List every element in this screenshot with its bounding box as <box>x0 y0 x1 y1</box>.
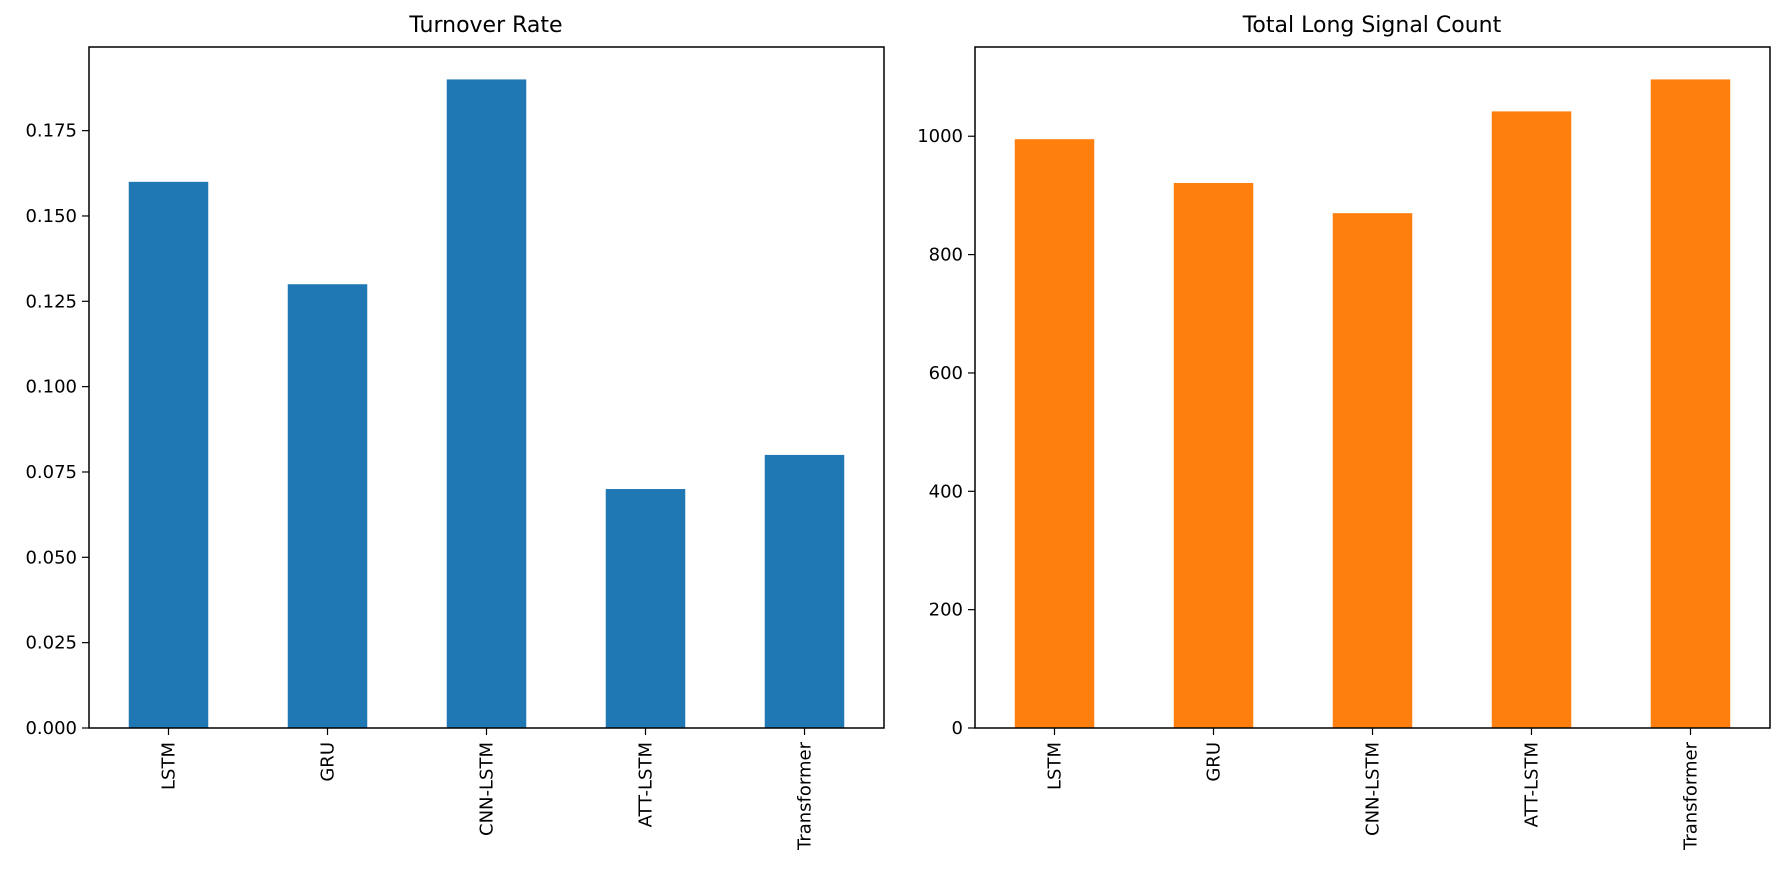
x-tick-label: Transformer <box>1681 741 1702 851</box>
y-tick-label: 0.150 <box>25 206 77 227</box>
bar-att-lstm <box>605 489 686 728</box>
bar-transformer <box>764 454 845 728</box>
y-tick-label: 0.025 <box>25 633 77 654</box>
y-tick-label: 0.075 <box>25 462 77 483</box>
bar-lstm <box>1014 139 1095 729</box>
y-tick-label: 400 <box>929 481 963 502</box>
x-tick-label: ATT-LSTM <box>1522 742 1543 827</box>
bar-gru <box>287 284 368 728</box>
bar-gru <box>1173 182 1254 729</box>
bar-att-lstm <box>1491 111 1572 729</box>
y-tick-label: 0.125 <box>25 291 77 312</box>
x-tick-label: CNN-LSTM <box>477 742 498 836</box>
bar-cnn-lstm <box>1332 213 1413 728</box>
bars <box>128 79 845 728</box>
y-tick-label: 0.100 <box>25 377 77 398</box>
x-tick-label: ATT-LSTM <box>636 742 657 827</box>
y-tick-label: 0 <box>952 718 963 739</box>
bars <box>1014 79 1731 729</box>
x-tick-label: GRU <box>1204 742 1225 782</box>
x-tick-label: Transformer <box>795 741 816 851</box>
turnover-rate-chart: Turnover Rate 0.0000.0250.0500.0750.1000… <box>25 13 885 851</box>
y-axis: 0.000 0.025 0.050 0.075 0.100 0.125 0.150 0.175 <box>25 121 89 739</box>
bar-cnn-lstm <box>446 79 527 728</box>
bar-lstm <box>128 181 209 728</box>
chart-title: Turnover Rate <box>408 13 562 38</box>
total-long-signal-count-chart: Total Long Signal Count 0 200 400 600 800 100… <box>917 13 1771 851</box>
x-tick-label: GRU <box>318 742 339 782</box>
y-tick-label: 0.000 <box>25 718 77 739</box>
y-tick-label: 600 <box>929 363 963 384</box>
chart-title: Total Long Signal Count <box>1242 13 1502 38</box>
x-axis: LSTM GRU CNN-LSTM ATT-LSTM Transformer <box>159 728 816 851</box>
y-tick-label: 800 <box>929 245 963 266</box>
y-tick-label: 0.175 <box>25 121 77 142</box>
y-axis: 0 200 400 600 800 1000 <box>917 126 975 739</box>
y-tick-label: 0.050 <box>25 547 77 568</box>
x-tick-label: LSTM <box>159 742 180 790</box>
x-axis: LSTM GRU CNN-LSTM ATT-LSTM Transformer <box>1045 728 1702 851</box>
x-tick-label: LSTM <box>1045 742 1066 790</box>
y-tick-label: 1000 <box>917 126 963 147</box>
bar-transformer <box>1650 79 1731 728</box>
x-tick-label: CNN-LSTM <box>1363 742 1384 836</box>
y-tick-label: 200 <box>929 600 963 621</box>
